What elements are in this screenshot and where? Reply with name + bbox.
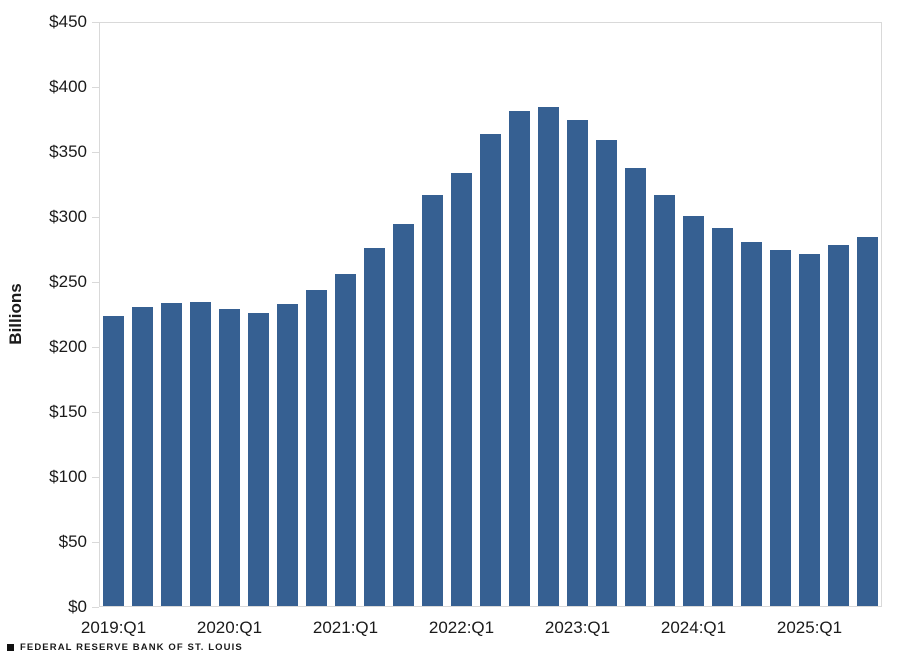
bar-2024:Q1 xyxy=(683,216,704,606)
bar-2019:Q2 xyxy=(132,306,153,606)
bar-2024:Q3 xyxy=(741,241,762,606)
y-tick-mark xyxy=(92,217,99,218)
x-tick-label: 2019:Q1 xyxy=(80,618,147,637)
x-tick-label: 2025:Q1 xyxy=(776,618,843,637)
y-tick-label: $50 xyxy=(58,532,87,551)
bar-2025:Q3 xyxy=(857,236,878,606)
y-tick-label: $350 xyxy=(49,142,87,161)
x-tick-label: 2023:Q1 xyxy=(544,618,611,637)
x-tick-label: 2021:Q1 xyxy=(312,618,379,637)
y-tick-label: $450 xyxy=(49,12,87,31)
y-tick-mark xyxy=(92,87,99,88)
y-tick-mark xyxy=(92,347,99,348)
y-tick-mark xyxy=(92,282,99,283)
plot-area xyxy=(99,22,882,607)
y-tick-mark xyxy=(92,477,99,478)
y-tick-mark xyxy=(92,542,99,543)
bar-2024:Q4 xyxy=(770,249,791,606)
x-tick-label: 2024:Q1 xyxy=(660,618,727,637)
y-axis-title: Billions xyxy=(6,283,25,345)
bar-2025:Q2 xyxy=(828,244,849,606)
bar-2022:Q2 xyxy=(480,134,501,606)
bar-2019:Q4 xyxy=(190,301,211,606)
bar-2022:Q4 xyxy=(538,107,559,606)
y-tick-mark xyxy=(92,22,99,23)
bar-2023:Q3 xyxy=(625,168,646,606)
bar-2021:Q4 xyxy=(422,195,443,606)
y-tick-mark xyxy=(92,152,99,153)
source-attribution: FEDERAL RESERVE BANK OF ST. LOUIS xyxy=(7,642,243,653)
bar-2020:Q2 xyxy=(248,313,269,606)
y-tick-label: $0 xyxy=(68,597,87,616)
x-tick-label: 2022:Q1 xyxy=(428,618,495,637)
bar-2024:Q2 xyxy=(712,227,733,606)
bar-2019:Q1 xyxy=(103,315,124,606)
bar-2022:Q1 xyxy=(451,173,472,606)
y-tick-label: $200 xyxy=(49,337,87,356)
y-tick-label: $400 xyxy=(49,77,87,96)
bar-2022:Q3 xyxy=(509,111,530,606)
y-tick-mark xyxy=(92,412,99,413)
y-tick-label: $100 xyxy=(49,467,87,486)
source-text: FEDERAL RESERVE BANK OF ST. LOUIS xyxy=(20,642,243,653)
bar-2025:Q1 xyxy=(799,253,820,606)
y-tick-mark xyxy=(92,607,99,608)
bar-2023:Q1 xyxy=(567,120,588,606)
square-marker-icon xyxy=(7,644,14,651)
bar-2019:Q3 xyxy=(161,302,182,606)
y-tick-label: $250 xyxy=(49,272,87,291)
bar-2023:Q2 xyxy=(596,139,617,606)
bar-2021:Q2 xyxy=(364,248,385,606)
bar-2020:Q4 xyxy=(306,289,327,606)
bar-2021:Q1 xyxy=(335,274,356,606)
bar-2021:Q3 xyxy=(393,223,414,606)
bar-2020:Q1 xyxy=(219,309,240,606)
y-tick-label: $150 xyxy=(49,402,87,421)
y-tick-label: $300 xyxy=(49,207,87,226)
x-tick-label: 2020:Q1 xyxy=(196,618,263,637)
bar-2023:Q4 xyxy=(654,195,675,606)
bar-2020:Q3 xyxy=(277,304,298,606)
